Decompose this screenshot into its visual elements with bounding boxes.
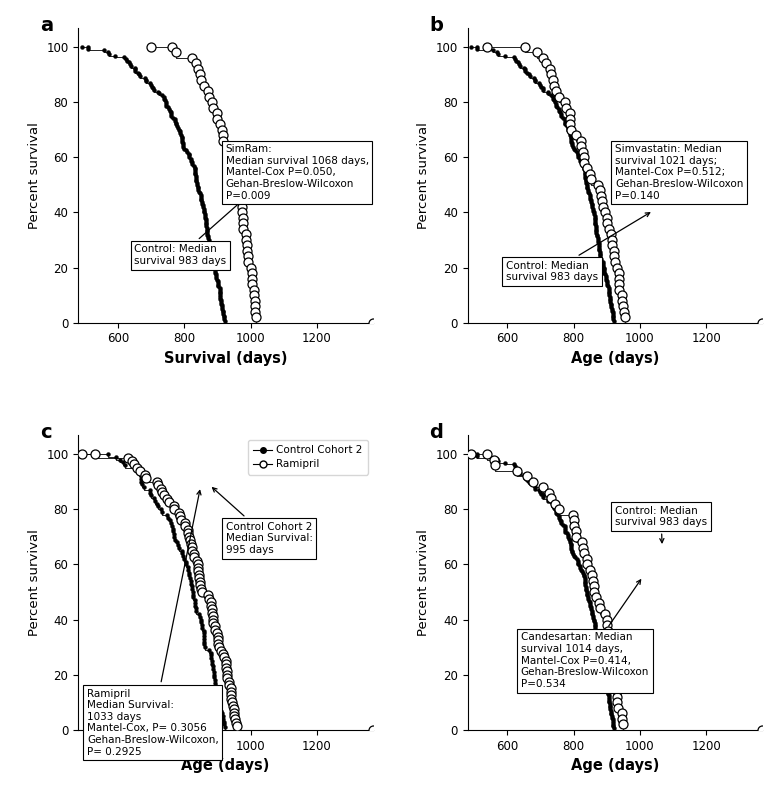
- Text: Control: Median
survival 983 days: Control: Median survival 983 days: [135, 197, 246, 266]
- Text: Ramipril
Median Survival:
1033 days
Mantel-Cox, P= 0.3056
Gehan-Breslow-Wilcoxon: Ramipril Median Survival: 1033 days Mant…: [87, 491, 219, 757]
- X-axis label: Age (days): Age (days): [571, 351, 659, 366]
- X-axis label: Age (days): Age (days): [181, 758, 270, 773]
- Text: Control: Median
survival 983 days: Control: Median survival 983 days: [506, 213, 650, 282]
- Text: d: d: [429, 423, 443, 442]
- Text: Control: Median
survival 983 days: Control: Median survival 983 days: [615, 506, 707, 543]
- Y-axis label: Percent survival: Percent survival: [417, 122, 430, 229]
- Y-axis label: Percent survival: Percent survival: [417, 529, 430, 636]
- X-axis label: Age (days): Age (days): [571, 758, 659, 773]
- Text: SimRam:
Median survival 1068 days,
Mantel-Cox P=0.050,
Gehan-Breslow-Wilcoxon
P=: SimRam: Median survival 1068 days, Mante…: [226, 144, 369, 200]
- Text: c: c: [40, 423, 52, 442]
- Y-axis label: Percent survival: Percent survival: [27, 122, 41, 229]
- Text: Control Cohort 2
Median Survival:
995 days: Control Cohort 2 Median Survival: 995 da…: [213, 488, 313, 555]
- Text: b: b: [429, 16, 443, 35]
- X-axis label: Survival (days): Survival (days): [164, 351, 288, 366]
- Y-axis label: Percent survival: Percent survival: [27, 529, 41, 636]
- Text: Simvastatin: Median
survival 1021 days;
Mantel-Cox P=0.512;
Gehan-Breslow-Wilcox: Simvastatin: Median survival 1021 days; …: [615, 144, 744, 200]
- Text: a: a: [40, 16, 53, 35]
- Legend: Control Cohort 2, Ramipril: Control Cohort 2, Ramipril: [248, 440, 368, 474]
- Text: Candesartan: Median
survival 1014 days,
Mantel-Cox P=0.414,
Gehan-Breslow-Wilcox: Candesartan: Median survival 1014 days, …: [521, 580, 649, 689]
